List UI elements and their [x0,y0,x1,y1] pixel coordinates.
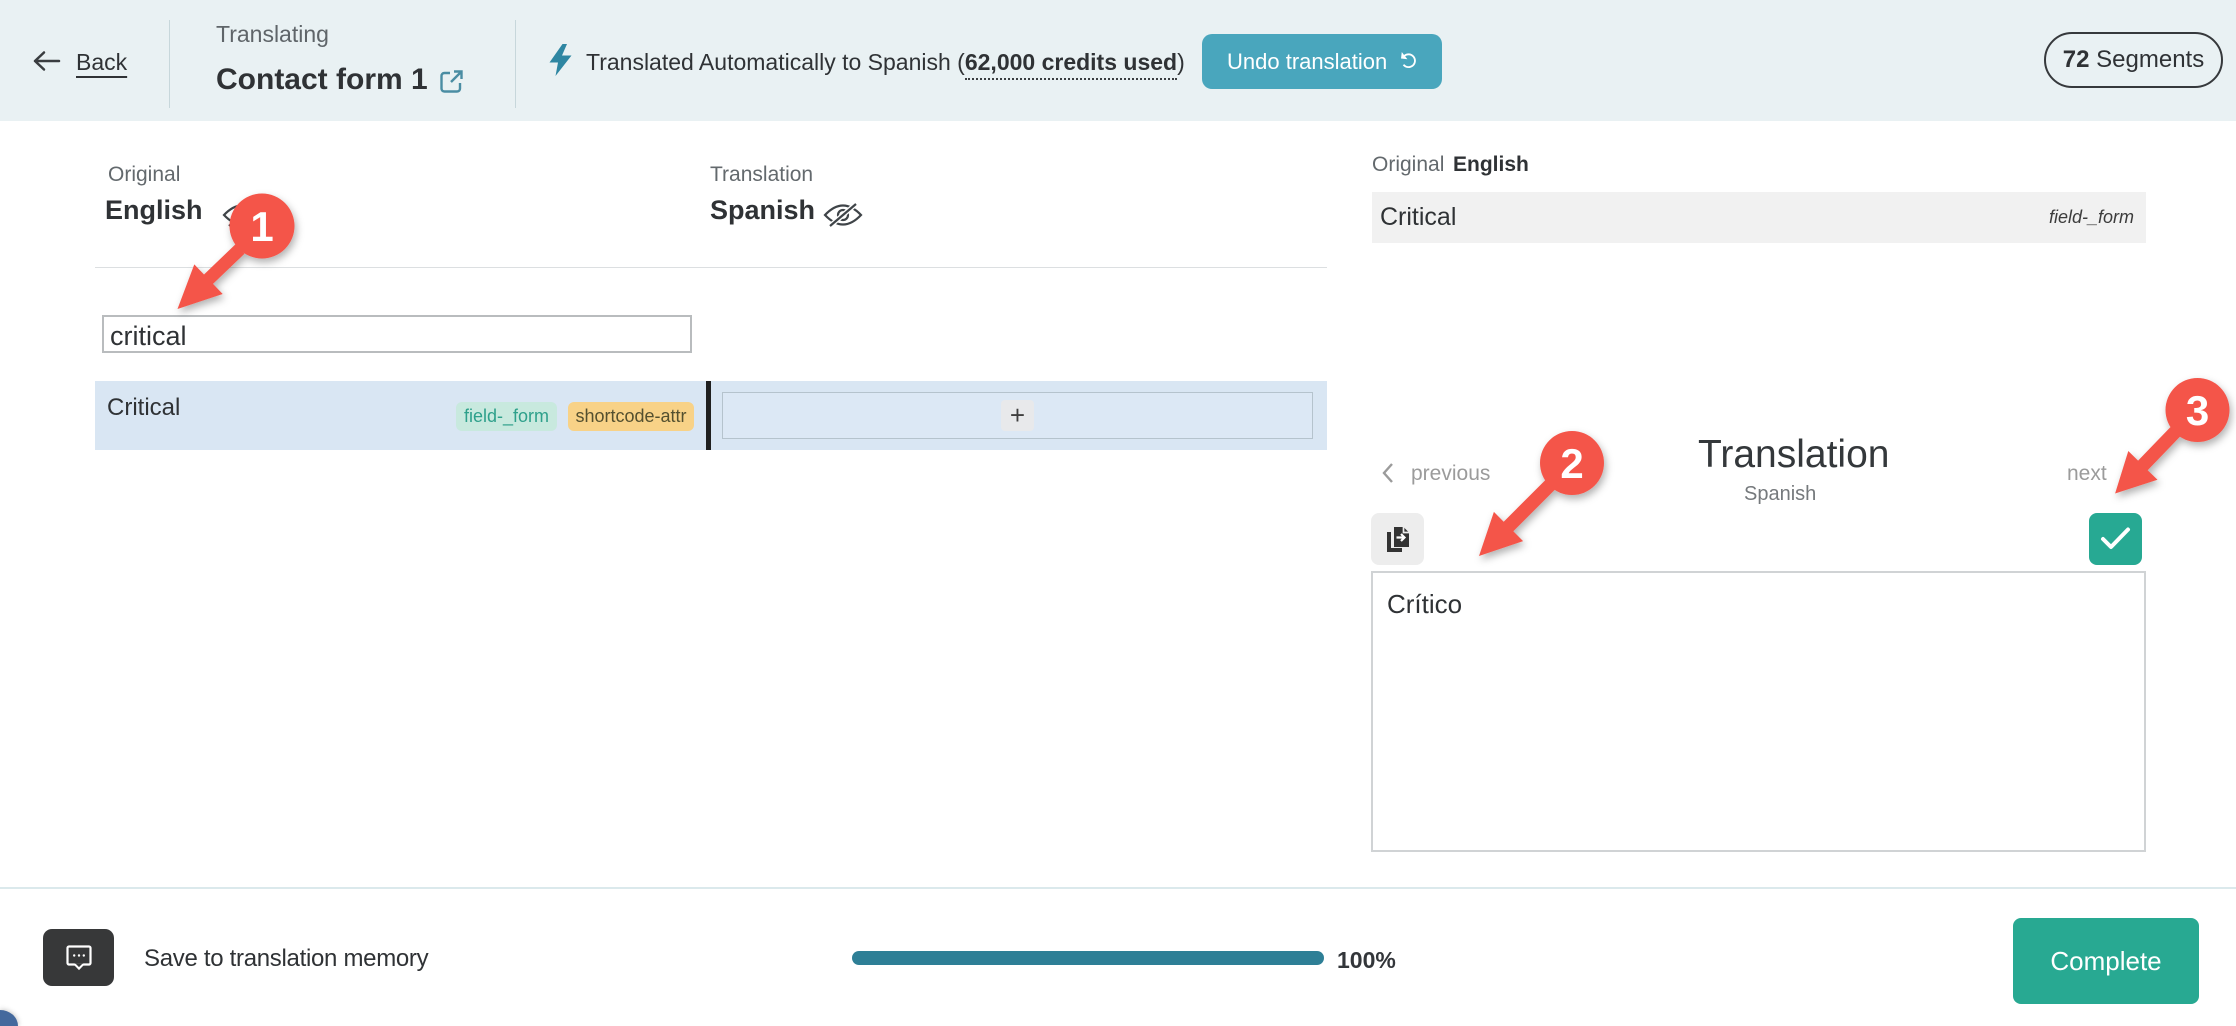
svg-text:3: 3 [2186,387,2209,434]
svg-text:2: 2 [1560,440,1583,487]
